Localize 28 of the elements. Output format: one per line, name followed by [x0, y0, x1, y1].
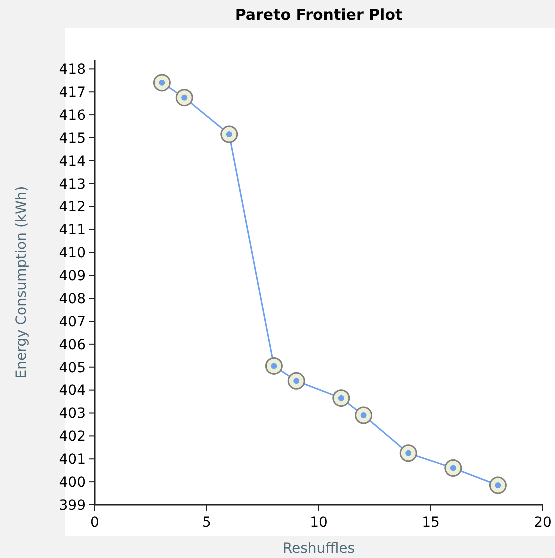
- y-tick-label: 405: [59, 360, 86, 376]
- y-tick-label: 404: [59, 383, 86, 400]
- x-tick-label: 20: [534, 515, 552, 531]
- y-tick-label: 406: [59, 337, 86, 354]
- y-tick-label: 400: [59, 474, 86, 491]
- y-tick-label: 415: [59, 130, 86, 147]
- x-tick-label: 15: [422, 515, 440, 531]
- y-tick-label: 401: [59, 452, 86, 468]
- y-axis-title: Energy Consumption (kWh): [14, 186, 30, 379]
- x-tick-label: 0: [90, 515, 100, 531]
- y-tick-label: 402: [59, 429, 86, 446]
- y-tick-label: 412: [59, 200, 86, 216]
- y-tick-label: 403: [59, 406, 86, 422]
- x-tick-label: 5: [202, 515, 212, 531]
- x-axis-title: Reshuffles: [282, 541, 356, 557]
- y-tick-label: 408: [59, 291, 86, 308]
- y-tick-label: 417: [59, 85, 86, 102]
- chart-title: Pareto Frontier Plot: [235, 6, 403, 24]
- y-tick-label: 418: [59, 62, 86, 78]
- y-tick-label: 416: [59, 108, 86, 124]
- y-tick-label: 411: [59, 222, 86, 239]
- y-tick-label: 399: [59, 498, 86, 514]
- y-tick-label: 409: [59, 268, 86, 285]
- y-tick-label: 410: [59, 246, 86, 262]
- x-tick-label: 10: [310, 515, 328, 531]
- y-tick-label: 414: [59, 154, 86, 170]
- y-tick-label: 407: [59, 314, 86, 330]
- y-tick-label: 413: [59, 176, 86, 193]
